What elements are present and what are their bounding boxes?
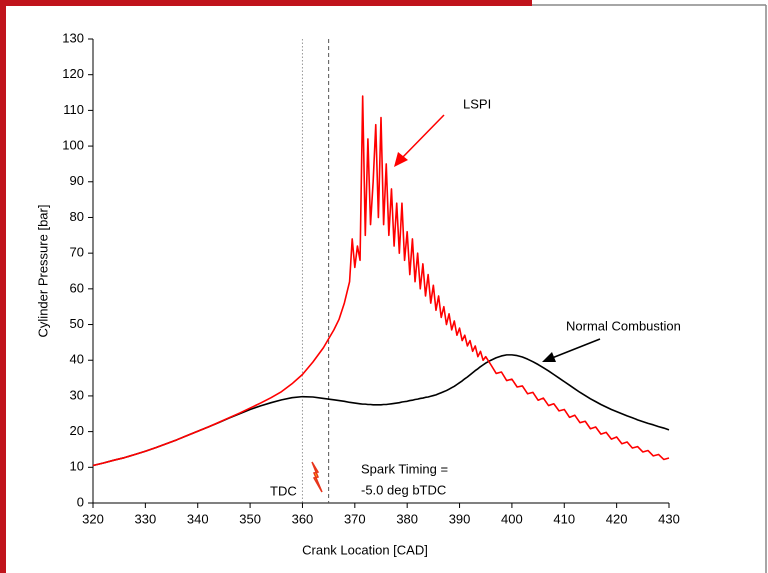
frame-top [0, 0, 532, 6]
x-tick-label: 420 [606, 511, 628, 526]
x-tick-label: 380 [396, 511, 418, 526]
y-tick-label: 80 [70, 209, 84, 224]
x-tick-label: 320 [82, 511, 104, 526]
y-tick-label: 30 [70, 387, 84, 402]
arrow-head [394, 152, 408, 167]
series-line [92, 354, 670, 467]
y-axis-label: Cylinder Pressure [bar] [35, 205, 50, 338]
x-tick-label: 400 [501, 511, 523, 526]
y-tick-label: 50 [70, 316, 84, 331]
y-tick-label: 10 [70, 459, 84, 474]
x-tick-label: 360 [292, 511, 314, 526]
y-tick-label: 20 [70, 423, 84, 438]
y-tick-label: 130 [62, 30, 84, 45]
x-tick-label: 410 [553, 511, 575, 526]
x-tick-label: 340 [187, 511, 209, 526]
y-tick-label: 100 [62, 138, 84, 153]
y-tick-label: 40 [70, 352, 84, 367]
x-tick-label: 390 [449, 511, 471, 526]
annotation: Spark Timing = [361, 461, 448, 476]
annotation: TDC [270, 483, 297, 498]
annotation: -5.0 deg bTDC [361, 482, 446, 497]
y-tick-label: 110 [63, 102, 84, 117]
x-tick-label: 350 [239, 511, 261, 526]
arrow-head [542, 352, 556, 362]
annotation: LSPI [463, 96, 491, 111]
y-tick-label: 90 [70, 173, 84, 188]
annotation-arrow [551, 338, 601, 359]
frame-left [0, 0, 6, 573]
x-tick-label: 430 [658, 511, 680, 526]
y-tick-label: 120 [62, 66, 84, 81]
x-tick-label: 370 [344, 511, 366, 526]
x-axis-label: Crank Location [CAD] [302, 542, 428, 557]
y-tick-label: 60 [70, 280, 84, 295]
annotation-arrow [399, 114, 445, 161]
y-tick-label: 0 [77, 494, 84, 509]
x-tick-label: 330 [135, 511, 157, 526]
spark-icon [311, 461, 323, 493]
y-tick-label: 70 [70, 245, 84, 260]
series-line [92, 95, 670, 467]
annotation: Normal Combustion [566, 318, 681, 333]
